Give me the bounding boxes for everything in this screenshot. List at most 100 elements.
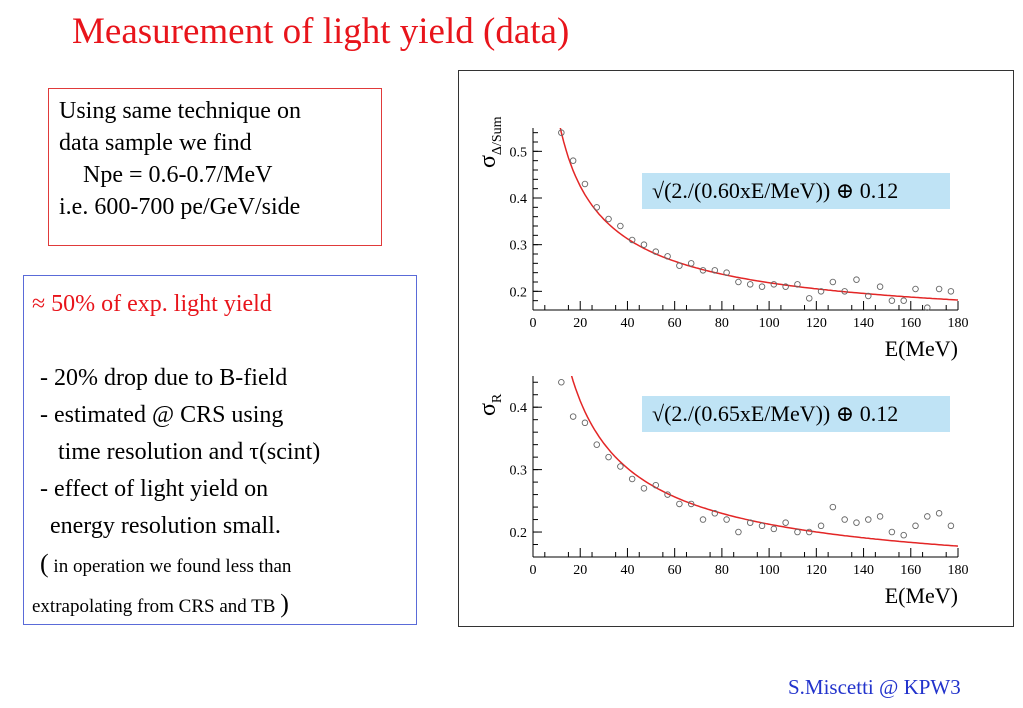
data-point bbox=[900, 297, 907, 304]
fit-formula-bottom: √(2./(0.65xE/MeV)) ⊕ 0.12 bbox=[642, 396, 950, 432]
data-point bbox=[841, 516, 848, 523]
data-point bbox=[865, 292, 872, 300]
plot-frame bbox=[458, 70, 1014, 627]
plot-2: 0 20 40 60 80 100 120 140 160 180 0.2 0.3 0.4 E(MeV) σ… bbox=[475, 376, 969, 608]
x-tick-label: 20 bbox=[573, 563, 587, 578]
note-line-2: extrapolating from CRS and TB ) bbox=[32, 585, 416, 625]
data-point bbox=[593, 204, 601, 211]
data-point bbox=[876, 283, 884, 290]
data-point bbox=[782, 283, 789, 290]
data-point bbox=[640, 241, 648, 248]
x-tick-label: 80 bbox=[715, 316, 729, 331]
data-point bbox=[912, 285, 919, 293]
data-point bbox=[888, 528, 896, 536]
light-yield-headline: ≈ 50% of exp. light yield bbox=[32, 291, 272, 317]
x-tick-label: 160 bbox=[900, 316, 921, 331]
y-axis-label-main: σ bbox=[475, 155, 501, 168]
data-point bbox=[947, 288, 955, 295]
bullet-energy-resolution: - effect of light yield on bbox=[40, 476, 269, 502]
data-point bbox=[628, 475, 636, 483]
x-tick-label: 60 bbox=[668, 563, 682, 578]
x-tick-label: 60 bbox=[668, 316, 682, 331]
data-point bbox=[853, 519, 860, 526]
bullet-crs-estimate: - estimated @ CRS using bbox=[40, 402, 284, 428]
y-axis-label-sub: Δ/Sum bbox=[490, 116, 505, 155]
data-point bbox=[924, 304, 931, 311]
data-point bbox=[829, 503, 837, 511]
data-point bbox=[924, 513, 931, 520]
x-tick-label: 140 bbox=[853, 316, 874, 331]
data-point bbox=[806, 295, 813, 302]
note-line-1: ( in operation we found less than bbox=[32, 545, 416, 585]
data-point bbox=[723, 269, 730, 276]
data-point bbox=[687, 260, 695, 267]
data-point bbox=[888, 297, 896, 304]
data-point bbox=[853, 276, 860, 283]
technique-line-1: Using same technique on bbox=[59, 98, 301, 124]
data-point bbox=[770, 525, 778, 533]
technique-box: Using same technique on data sample we f… bbox=[48, 88, 382, 246]
data-point bbox=[912, 522, 919, 530]
data-point bbox=[817, 288, 825, 295]
data-point bbox=[723, 516, 730, 523]
fit-curve bbox=[570, 376, 958, 547]
data-point bbox=[628, 236, 636, 244]
data-point bbox=[593, 441, 601, 448]
data-point bbox=[900, 531, 907, 539]
technique-line-2: data sample we find bbox=[59, 130, 252, 156]
y-tick-label: 0.2 bbox=[510, 285, 528, 300]
technique-line-3: Npe = 0.6-0.7/MeV bbox=[83, 162, 273, 188]
data-point bbox=[699, 267, 707, 274]
fit-formula-top: √(2./(0.60xE/MeV)) ⊕ 0.12 bbox=[642, 173, 950, 209]
y-tick-label: 0.5 bbox=[510, 145, 528, 160]
x-tick-label: 140 bbox=[853, 563, 874, 578]
y-tick-label: 0.2 bbox=[510, 526, 528, 541]
bullet-energy-resolution-cont: energy resolution small. bbox=[50, 513, 281, 539]
data-point bbox=[664, 491, 671, 498]
data-point bbox=[865, 516, 872, 523]
data-point bbox=[806, 528, 813, 536]
data-point bbox=[841, 288, 848, 295]
plot-1: 0 20 40 60 80 100 120 140 160 180 0.2 0.3 0.4 0.5 E(Me… bbox=[475, 116, 969, 361]
light-yield-box: ≈ 50% of exp. light yield - 20% drop due… bbox=[23, 275, 417, 625]
data-point bbox=[558, 378, 565, 386]
data-point bbox=[569, 413, 577, 420]
x-tick-label: 180 bbox=[948, 316, 969, 331]
data-point bbox=[758, 522, 766, 530]
data-point bbox=[664, 253, 671, 260]
y-axis-label: σΔ/Sum bbox=[475, 116, 505, 168]
y-axis-label: σR bbox=[475, 393, 505, 416]
data-point bbox=[699, 516, 707, 523]
page-title: Measurement of light yield (data) bbox=[72, 11, 570, 52]
x-tick-label: 0 bbox=[530, 563, 537, 578]
y-axis-label-main: σ bbox=[475, 403, 501, 416]
y-axis-label-sub: R bbox=[490, 393, 505, 403]
x-tick-label: 180 bbox=[948, 563, 969, 578]
y-tick-label: 0.3 bbox=[510, 239, 528, 254]
data-point bbox=[782, 519, 789, 526]
x-tick-label: 40 bbox=[620, 316, 634, 331]
bullet-crs-estimate-cont: time resolution and τ(scint) bbox=[58, 439, 321, 465]
fit-curve bbox=[559, 128, 958, 301]
data-point bbox=[746, 281, 754, 288]
data-point bbox=[617, 222, 624, 230]
x-tick-label: 100 bbox=[759, 316, 780, 331]
data-point bbox=[652, 481, 660, 489]
data-point bbox=[558, 129, 565, 136]
bullet-b-field: - 20% drop due to B-field bbox=[40, 365, 288, 391]
paren-close: ) bbox=[280, 589, 289, 618]
data-point bbox=[581, 419, 589, 427]
data-point bbox=[746, 519, 754, 526]
paren-open: ( bbox=[40, 549, 49, 578]
y-tick-label: 0.4 bbox=[510, 192, 528, 207]
y-tick-label: 0.4 bbox=[510, 401, 528, 416]
data-point bbox=[947, 522, 955, 530]
data-point bbox=[935, 285, 943, 293]
data-point bbox=[652, 248, 660, 255]
data-point bbox=[711, 267, 719, 274]
data-point bbox=[676, 262, 683, 269]
data-point bbox=[876, 513, 884, 520]
data-point bbox=[794, 528, 801, 536]
data-point bbox=[711, 510, 719, 517]
